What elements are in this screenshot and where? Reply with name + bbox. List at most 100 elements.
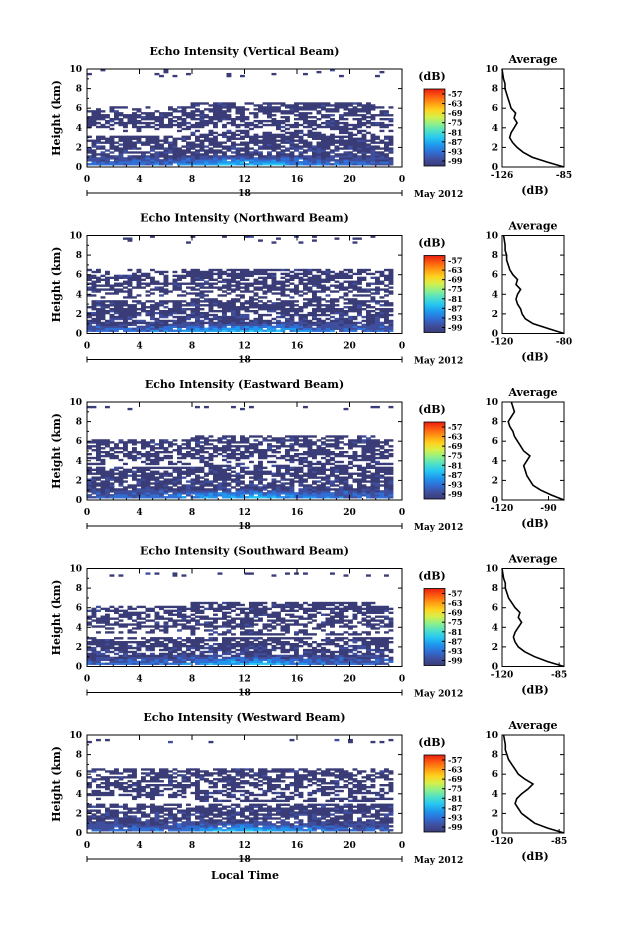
heatmap-cell (127, 280, 133, 283)
heatmap-cell (226, 309, 232, 313)
heatmap-cell (199, 323, 205, 327)
heatmap-cell (330, 119, 335, 123)
heatmap-cell (249, 488, 254, 491)
heatmap-cell (348, 308, 353, 311)
heatmap-cell (132, 141, 137, 144)
heatmap-cell (190, 302, 196, 305)
heatmap-cell (343, 476, 349, 479)
heatmap-cell (100, 317, 106, 321)
heatmap-cell (159, 472, 164, 475)
heatmap-cell (222, 163, 227, 166)
heatmap-cell (262, 137, 268, 140)
heatmap-cell (375, 468, 380, 471)
heatmap-cell (114, 652, 119, 656)
heatmap-cell (375, 496, 380, 499)
heatmap-cell (298, 478, 304, 481)
heatmap-cell (235, 106, 241, 109)
heatmap-cell (388, 445, 394, 448)
heatmap-cell (388, 139, 394, 142)
heatmap-cell (267, 484, 272, 487)
heatmap-cell (222, 135, 227, 138)
heatmap-cell (231, 470, 236, 473)
heatmap-cell (298, 492, 304, 495)
heatmap-cell (172, 315, 178, 319)
heatmap-cell (375, 311, 380, 315)
heatmap-cell (262, 280, 268, 283)
heatmap-cell (127, 163, 133, 166)
heatmap-cell (213, 474, 218, 477)
heatmap-cell (370, 159, 376, 162)
heatmap-cell (231, 456, 236, 460)
heatmap-cell (163, 147, 169, 150)
heatmap-cell (330, 149, 335, 152)
heatmap-cell (123, 625, 128, 628)
heatmap-cell (127, 615, 133, 618)
heatmap-cell (316, 466, 322, 470)
heatmap-cell (285, 137, 290, 140)
heatmap-cell (199, 321, 205, 325)
heatmap-cell (213, 468, 218, 471)
heatmap-cell (105, 650, 110, 654)
heatmap-cell (204, 315, 209, 319)
heatmap-cell (379, 308, 385, 311)
heatmap-cell (361, 454, 367, 458)
x-tick-label: 0 (84, 175, 90, 185)
heatmap-cell (114, 304, 119, 307)
heatmap-cell (127, 313, 133, 317)
heatmap-cell (384, 304, 389, 307)
heatmap-cell (357, 439, 362, 442)
heatmap-cell (109, 484, 115, 487)
heatmap-cell (87, 135, 92, 138)
heatmap-cell (348, 135, 353, 138)
heatmap-cell (303, 323, 308, 327)
heatmap-cell (87, 405, 92, 409)
heatmap-cell (262, 492, 268, 495)
heatmap-cell (357, 480, 362, 483)
heatmap-cell (231, 276, 236, 280)
heatmap-cell (177, 323, 182, 327)
heatmap-cell (294, 321, 299, 325)
heatmap-cell (190, 102, 196, 105)
heatmap-cell (276, 123, 281, 127)
heatmap-cell (303, 114, 308, 117)
heatmap-cell (150, 306, 155, 309)
heatmap-cell (384, 309, 389, 313)
heatmap-cell (100, 123, 106, 127)
heatmap-cell (276, 135, 281, 138)
heatmap-cell (253, 478, 259, 481)
heatmap-cell (330, 127, 335, 131)
heatmap-cell (213, 490, 218, 493)
heatmap-cell (159, 125, 164, 129)
heatmap-cell (105, 494, 110, 497)
heatmap-cell (154, 460, 160, 464)
heatmap-cell (150, 121, 155, 125)
heatmap-cell (343, 311, 349, 315)
heatmap-cell (172, 155, 178, 158)
heatmap-cell (280, 292, 286, 295)
heatmap-cell (276, 325, 281, 329)
heatmap-cell (114, 145, 119, 148)
heatmap-cell (303, 445, 308, 448)
heatmap-cell (132, 447, 137, 450)
heatmap-cell (118, 157, 124, 160)
heatmap-cell (267, 313, 272, 317)
heatmap-cell (231, 102, 236, 105)
heatmap-cell (199, 315, 205, 319)
heatmap-cell (357, 143, 362, 146)
heatmap-cell (235, 153, 241, 156)
heatmap-cell (186, 159, 191, 162)
heatmap-cell (145, 451, 151, 454)
heatmap-cell (177, 447, 182, 450)
heatmap-cell (127, 617, 133, 620)
heatmap-cell (132, 641, 137, 644)
heatmap-cell (339, 460, 344, 464)
y-tick-label: 8 (76, 251, 82, 261)
heatmap-cell (177, 445, 182, 448)
heatmap-cell (150, 288, 155, 291)
heatmap-cell (321, 325, 326, 329)
heatmap-cell (172, 302, 178, 305)
heatmap-cell (366, 474, 371, 477)
heatmap-cell (145, 441, 151, 444)
heatmap-cell (375, 153, 380, 156)
heatmap-cell (231, 304, 236, 307)
